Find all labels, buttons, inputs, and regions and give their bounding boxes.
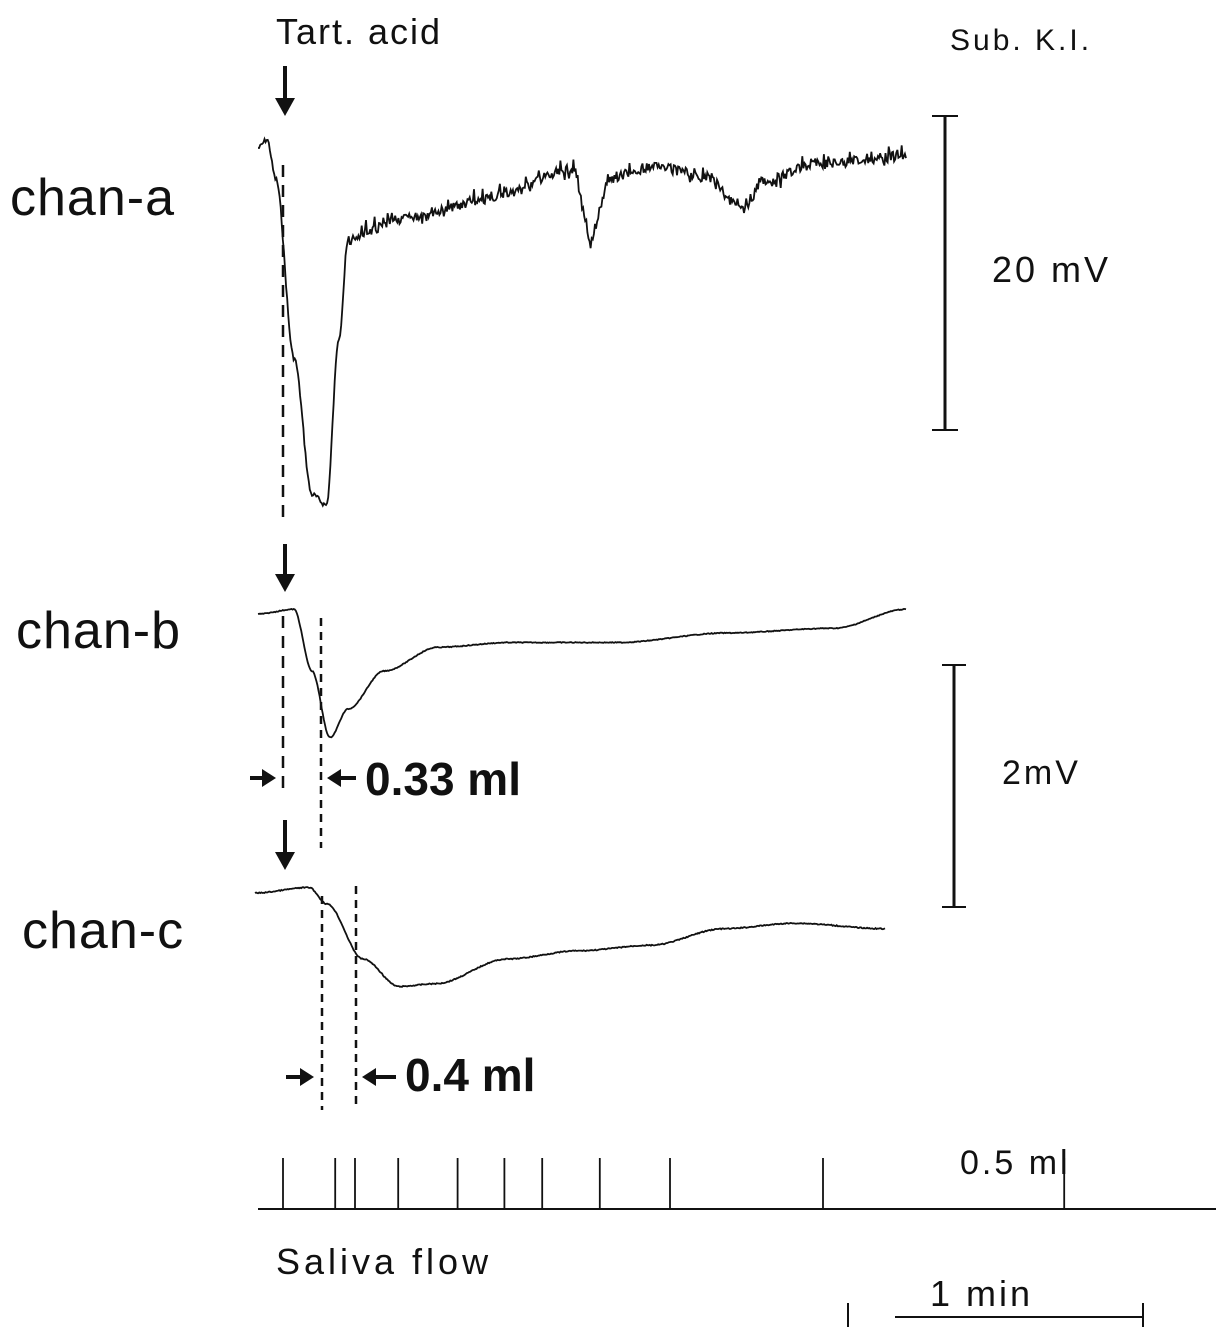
delay-c-arrow-in-head [300,1068,314,1086]
scale-bc-label: 2mV [1002,754,1081,792]
delay-c-label: 0.4 ml [405,1049,536,1101]
flow-unit-label: 0.5 ml [960,1144,1071,1182]
stimulus-arrow-c-head [275,852,295,870]
chan-c-label: chan-c [22,902,185,960]
delay-b-arrow-out-head [327,769,341,787]
time-scale-label: 1 min [930,1273,1034,1314]
saliva-flow-label: Saliva flow [276,1241,493,1282]
chan-b-trace [257,607,907,739]
chan-c-trace [254,886,886,988]
stimulus-arrow-b-head [275,574,295,592]
delay-b-arrow-in-head [262,769,276,787]
chan-a-trace [258,136,907,508]
scale-a-label: 20 mV [992,249,1112,290]
stimulus-arrow-a-head [275,98,295,116]
delay-b-label: 0.33 ml [365,753,521,805]
chan-b-label: chan-b [16,602,181,660]
subject-label: Sub. K.I. [950,24,1093,57]
chan-a-label: chan-a [10,169,175,227]
stimulus-label: Tart. acid [276,11,443,52]
delay-c-arrow-out-head [362,1068,376,1086]
